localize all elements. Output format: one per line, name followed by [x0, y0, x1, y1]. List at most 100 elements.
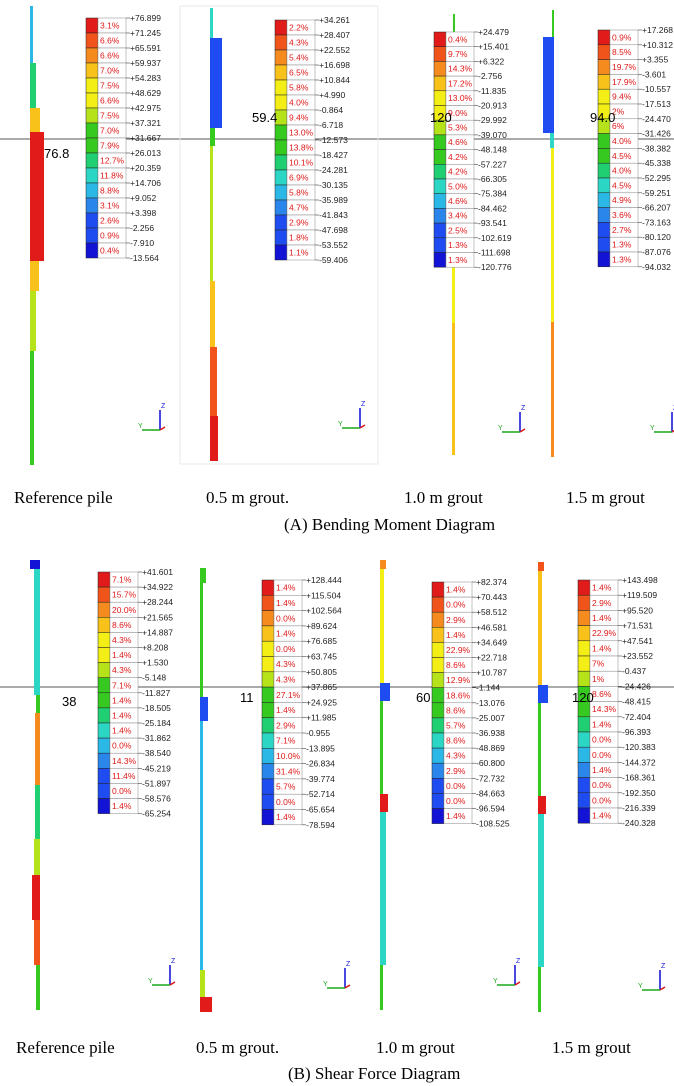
a0-pile-strip — [30, 261, 39, 264]
b0-pile-strip — [34, 575, 40, 578]
a3-pile-strip — [551, 298, 554, 301]
b3-pile-strip — [538, 763, 541, 766]
b2-pile-strip — [380, 935, 386, 938]
b3-pile-strip — [538, 637, 542, 640]
a0-pile-strip — [30, 315, 36, 318]
a3-pile-strip — [551, 262, 554, 265]
b1-pile-strip — [200, 913, 203, 916]
b0-legend: 7.1%15.7%20.0%8.6%4.3%1.4%4.3%7.1%1.4%1.… — [97, 567, 173, 819]
a1-pile-strip — [210, 50, 222, 53]
a1-pile-strip — [210, 260, 213, 263]
b1-pile-strip — [200, 994, 205, 997]
b1-legend-percent: 31.4% — [276, 766, 301, 776]
a1-pile-strip — [210, 179, 213, 182]
a1-peak-value: 59.4 — [252, 110, 277, 125]
a0-legend-value: -2.256 — [130, 223, 154, 233]
b2-legend-percent: 0.0% — [446, 600, 466, 610]
a3-pile-strip — [551, 403, 554, 406]
a2-legend-swatch — [433, 164, 447, 180]
a3-legend-swatch — [597, 162, 611, 179]
a1-pile-strip — [210, 332, 215, 335]
b0-legend-percent: 0.0% — [112, 741, 132, 751]
a1-legend-percent: 13.8% — [289, 143, 314, 153]
a2-pile-strip — [452, 434, 455, 437]
a2-pile-strip — [452, 368, 455, 371]
a1-legend-percent: 10.1% — [289, 158, 314, 168]
a0-pile-strip — [30, 300, 36, 303]
b0-pile-strip — [36, 980, 40, 983]
b0-pile-strip — [34, 587, 40, 590]
a3-pile-strip — [551, 361, 554, 364]
b0-legend-value: +41.601 — [142, 567, 173, 577]
a2-pile-strip — [452, 344, 455, 347]
a1-legend-swatch — [274, 199, 288, 216]
a3-pile-strip — [551, 202, 554, 205]
a1-pile-strip — [210, 317, 215, 320]
a0-pile-strip — [30, 198, 44, 201]
b3-pile-strip — [538, 733, 541, 736]
a0-pile-strip — [30, 36, 33, 39]
b1-pile-strip — [200, 862, 203, 865]
a0-pile-strip — [30, 333, 36, 336]
b2-pile-strip — [380, 887, 386, 890]
b2-pile-strip — [380, 875, 386, 878]
b2-legend-percent: 5.7% — [446, 720, 466, 730]
a1-pile-strip — [210, 224, 213, 227]
b1-legend-percent: 0.0% — [276, 797, 296, 807]
b3-pile-strip — [538, 895, 544, 898]
a0-pile-strip — [30, 150, 44, 153]
axes4-axis-y-label: Y — [148, 978, 153, 985]
a1-pile-strip — [210, 275, 213, 278]
b0-legend-percent: 14.3% — [112, 756, 137, 766]
b1-pile-strip — [200, 730, 203, 733]
a1-pile-strip — [210, 326, 215, 329]
b3-pile-strip — [538, 580, 542, 583]
a0-pile-strip — [30, 207, 44, 210]
a2-pile-strip — [452, 401, 455, 404]
a3-pile-strip — [551, 193, 554, 196]
b0-legend-value: -58.576 — [142, 794, 171, 804]
a0-legend-percent: 2.6% — [100, 216, 120, 226]
b2-legend-swatch — [431, 672, 445, 688]
b3-pile-strip — [538, 631, 542, 634]
a1-pile-strip — [210, 74, 222, 77]
a0-pile-strip — [30, 408, 34, 411]
a3-pile-strip — [551, 184, 554, 187]
a1-pile-strip — [210, 284, 215, 287]
a3-pile-strip — [543, 130, 554, 133]
b2-pile-strip — [380, 821, 386, 824]
b0-pile-strip — [35, 797, 40, 800]
a0-pile-strip — [30, 306, 36, 309]
a2-peak-value: 120 — [430, 110, 452, 125]
a0-pile-strip — [30, 114, 40, 117]
b0-legend-swatch — [97, 617, 111, 633]
a3-pile-strip — [551, 208, 554, 211]
a1-pile-strip — [210, 113, 222, 116]
a2-legend-percent: 17.2% — [448, 78, 473, 88]
a3-pile-diagram — [543, 10, 554, 457]
b3-legend-percent: 1.4% — [592, 765, 612, 775]
b3-pile-strip — [538, 934, 544, 937]
a3-legend-percent: 8.5% — [612, 47, 632, 57]
b3-legend-percent: 1% — [592, 674, 605, 684]
b3-pile-strip — [538, 922, 544, 925]
b0-pile-strip — [32, 881, 40, 884]
axes2-axis-x — [519, 428, 526, 433]
b0-pile-strip — [34, 572, 40, 575]
a1-pile-strip — [210, 308, 215, 311]
b2-pile-strip — [380, 992, 383, 995]
b1-peak-value: 11 — [240, 690, 254, 705]
b1-pile-strip — [200, 832, 203, 835]
b1-pile-strip — [200, 850, 203, 853]
b1-pile-diagram — [200, 568, 212, 1012]
b3-pile-strip — [538, 628, 542, 631]
b1-pile-strip — [200, 898, 203, 901]
a2-legend-value: +15.401 — [478, 42, 509, 52]
a1-pile-strip — [210, 38, 222, 41]
a2-pile-strip — [452, 335, 455, 338]
a1-legend-value: -0.864 — [319, 105, 343, 115]
b1-pile-strip — [200, 985, 205, 988]
b0-pile-strip — [35, 794, 40, 797]
b3-pile-strip — [538, 748, 541, 751]
b1-pile-strip — [200, 787, 203, 790]
